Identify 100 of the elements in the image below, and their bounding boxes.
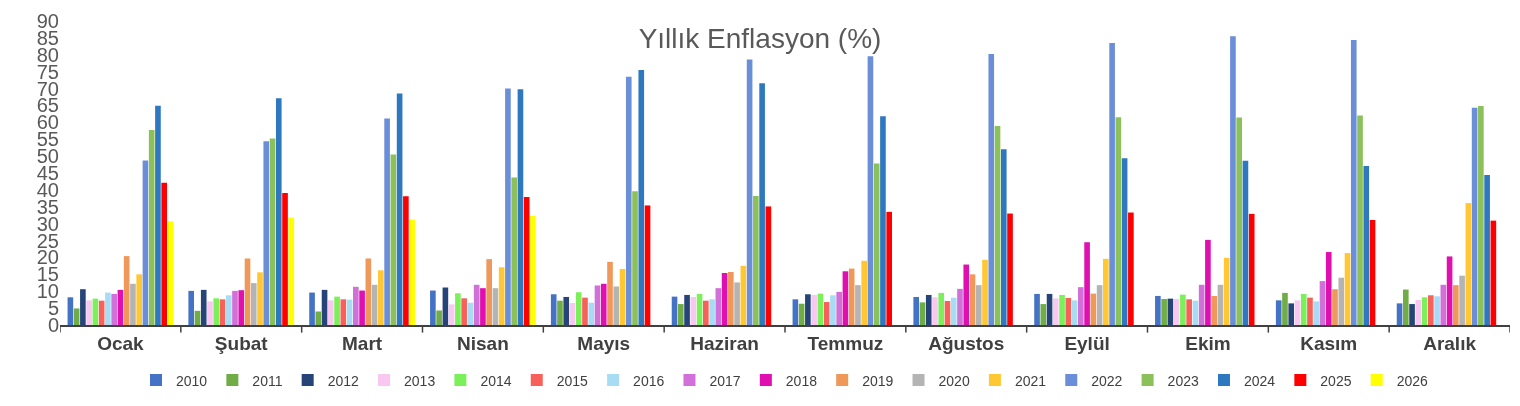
bar xyxy=(340,299,347,325)
bar xyxy=(975,285,982,325)
bar xyxy=(1084,242,1090,325)
bar xyxy=(455,293,461,325)
bar xyxy=(511,177,518,325)
bar xyxy=(207,301,213,325)
bar xyxy=(80,289,86,325)
bar xyxy=(684,294,690,325)
x-tick-label: Ocak xyxy=(97,332,145,354)
x-tick-label: Nisan xyxy=(457,332,509,354)
bar xyxy=(498,267,505,325)
bar xyxy=(282,192,288,325)
bar xyxy=(1350,39,1357,325)
bar xyxy=(1161,298,1167,325)
bar xyxy=(594,285,601,325)
bar xyxy=(403,196,409,325)
bar xyxy=(677,304,684,325)
bar xyxy=(1415,300,1422,325)
bar xyxy=(734,282,740,325)
bar xyxy=(632,191,638,325)
legend-label: 2020 xyxy=(938,372,970,389)
bar xyxy=(219,299,226,325)
legend-label: 2025 xyxy=(1320,372,1352,389)
legend-label: 2023 xyxy=(1167,372,1199,389)
bar xyxy=(1007,213,1013,325)
bar xyxy=(557,300,563,325)
bar xyxy=(607,261,613,325)
bar xyxy=(861,260,867,325)
bar xyxy=(200,289,207,325)
y-tick-label: 0 xyxy=(47,314,59,336)
bar xyxy=(1421,297,1428,325)
bar xyxy=(136,274,142,325)
bar xyxy=(1040,304,1047,325)
bar xyxy=(1294,300,1301,325)
bar xyxy=(1103,258,1109,325)
bar xyxy=(1478,106,1484,325)
bar xyxy=(1282,292,1288,325)
legend-label: 2011 xyxy=(252,372,283,389)
x-tick-label: Mart xyxy=(342,332,383,354)
bar xyxy=(1484,175,1490,325)
bar xyxy=(1180,294,1186,325)
bar xyxy=(461,298,467,325)
legend-label: 2022 xyxy=(1091,372,1123,389)
bar xyxy=(855,285,861,325)
bar xyxy=(1300,293,1307,325)
bar xyxy=(232,290,238,325)
bar xyxy=(334,296,340,325)
bar xyxy=(1338,277,1345,325)
bar xyxy=(1109,42,1115,325)
bar xyxy=(480,288,486,325)
bar xyxy=(582,297,588,325)
bar xyxy=(1034,293,1040,325)
bar xyxy=(1396,303,1403,325)
bar xyxy=(315,311,322,325)
bar xyxy=(913,296,920,325)
bar xyxy=(613,286,620,325)
bar xyxy=(709,299,715,325)
legend-label: 2012 xyxy=(327,372,360,389)
bar xyxy=(523,196,530,325)
bar xyxy=(1363,165,1370,325)
bar xyxy=(886,211,893,325)
bar xyxy=(563,296,570,325)
bar xyxy=(1223,257,1230,325)
x-tick-label: Şubat xyxy=(214,332,269,354)
bar xyxy=(486,259,492,325)
bar xyxy=(288,217,295,325)
bar xyxy=(353,286,359,325)
bar xyxy=(1325,252,1332,325)
chart-title: Yıllık Enflasyon (%) xyxy=(638,23,882,55)
bar xyxy=(1459,275,1465,325)
bar xyxy=(1357,115,1363,325)
bar xyxy=(982,259,988,325)
bar xyxy=(1186,299,1192,325)
bar xyxy=(938,292,945,325)
bar xyxy=(988,54,995,325)
legend-label: 2021 xyxy=(1014,372,1047,389)
legend-label: 2016 xyxy=(633,372,665,389)
bar xyxy=(1248,213,1255,325)
bar xyxy=(728,271,734,325)
bar xyxy=(327,300,334,325)
x-tick-label: Temmuz xyxy=(807,332,884,354)
bar xyxy=(625,76,632,325)
legend-label: 2024 xyxy=(1243,372,1276,389)
bar xyxy=(690,296,697,325)
x-tick-label: Ekim xyxy=(1185,332,1231,354)
bar xyxy=(105,292,111,325)
bar xyxy=(1059,294,1065,325)
legend-label: 2026 xyxy=(1396,372,1429,389)
bar xyxy=(1236,117,1243,325)
bar xyxy=(213,298,220,325)
bar xyxy=(384,118,390,325)
legend-label: 2019 xyxy=(862,372,894,389)
bar xyxy=(161,182,168,325)
bar xyxy=(873,163,880,325)
bar xyxy=(550,294,557,325)
bar xyxy=(1128,212,1134,325)
bar xyxy=(600,283,607,325)
bar xyxy=(1071,300,1078,325)
x-tick-label: Eylül xyxy=(1064,332,1110,354)
legend-label: 2014 xyxy=(480,372,512,389)
